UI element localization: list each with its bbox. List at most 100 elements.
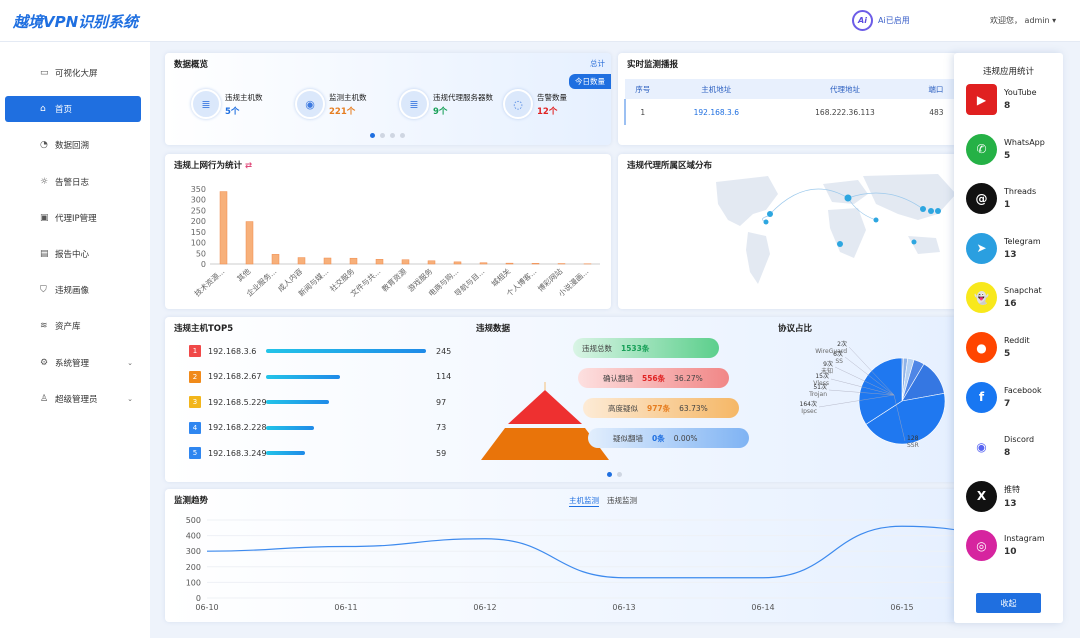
sidebar-item-3[interactable]: ☼ 告警日志 (5, 169, 141, 195)
sidebar-item-6[interactable]: ⛉ 违规画像 (5, 277, 141, 303)
stat-icon: ≣ (399, 89, 429, 119)
world-map[interactable] (618, 154, 958, 309)
app-item[interactable]: ◎ Instagram 10 (966, 530, 1045, 562)
top5-ip: 192.168.5.229 (208, 397, 267, 407)
collapse-button[interactable]: 收起 (976, 593, 1041, 613)
youtube-icon: ▶ (966, 84, 997, 115)
behavior-card: 违规上网行为统计 ⇄ 0 50 100 150 200 250 300 350 技术资源... 其… (165, 154, 611, 309)
violation-pill[interactable]: 确认翻墙 556条 36.27% (578, 368, 729, 388)
bar[interactable] (271, 254, 280, 265)
bar[interactable] (219, 191, 228, 265)
tab-host-monitor[interactable]: 主机监测 (569, 496, 599, 507)
top5-row[interactable]: 1 192.168.3.6 245 (189, 345, 451, 357)
trend-line[interactable] (206, 525, 958, 579)
app-name: Reddit (1004, 336, 1030, 345)
whatsapp-icon: ✆ (966, 133, 997, 165)
pie-leader-line (834, 366, 895, 396)
ai-status[interactable]: Ai Ai已启用 (852, 10, 910, 31)
top5-row[interactable]: 4 192.168.2.228 73 (189, 421, 446, 434)
sidebar-item-7[interactable]: ≋ 资产库 (5, 313, 141, 339)
top5-row[interactable]: 3 192.168.5.229 97 (189, 396, 446, 408)
rank-badge: 5 (189, 447, 201, 459)
pie-slice[interactable] (865, 392, 946, 445)
app-item[interactable]: ◉ Discord 8 (966, 431, 1034, 463)
bar[interactable] (323, 257, 332, 265)
app-item[interactable]: ✆ WhatsApp 5 (966, 133, 1045, 165)
bar[interactable] (505, 262, 514, 265)
rank-badge: 2 (189, 370, 201, 383)
app-item[interactable]: ➤ Telegram 13 (966, 232, 1041, 264)
violation-pct: 0.00% (673, 433, 698, 443)
top5-row[interactable]: 2 192.168.2.67 114 (189, 370, 451, 383)
instagram-icon: ◎ (966, 530, 997, 562)
sidebar-item-5[interactable]: ▤ 报告中心 (5, 241, 141, 267)
analysis-carousel-dots[interactable] (607, 472, 622, 477)
violation-count: 556条 (642, 373, 666, 383)
rank-badge: 3 (189, 396, 201, 408)
table-header: 代理地址 (772, 79, 918, 99)
violation-count: 1533条 (621, 343, 650, 353)
app-item[interactable]: @ Threads 1 (966, 183, 1036, 215)
monitor-icon: ▭ (40, 68, 49, 78)
bar[interactable] (453, 261, 462, 265)
bar[interactable] (427, 260, 436, 265)
sidebar-item-label: 超级管理员 (55, 394, 98, 405)
tab-today[interactable]: 今日数量 (569, 74, 611, 89)
top5-row[interactable]: 5 192.168.3.249 59 (189, 447, 446, 459)
bar[interactable] (245, 221, 254, 265)
app-item[interactable]: 👻 Snapchat 16 (966, 282, 1042, 314)
top5-ip: 192.168.3.6 (208, 346, 257, 356)
table-cell: 168.222.36.113 (815, 107, 875, 117)
bar[interactable] (531, 263, 540, 265)
app-item[interactable]: f Facebook 7 (966, 381, 1042, 413)
pie-leader-line (893, 394, 906, 442)
bar[interactable] (297, 257, 306, 265)
carousel-dots[interactable] (370, 133, 405, 138)
region-title: 违规代理所属区域分布 (627, 161, 713, 171)
sidebar-item-0[interactable]: ▭ 可视化大屏 (5, 60, 141, 86)
top5-value: 97 (436, 397, 447, 407)
app-count: 13 (1004, 249, 1017, 260)
user-menu[interactable]: 欢迎您， admin ▾ (990, 15, 1056, 26)
top5-bar (266, 349, 426, 353)
app-item[interactable]: ▶ YouTube 8 (966, 84, 1037, 115)
sidebar-item-8[interactable]: ⚙ 系统管理 ⌄ (5, 350, 141, 376)
x-tick-label: 06-14 (751, 603, 774, 612)
table-header: 主机地址 (660, 79, 773, 99)
x-tick-label: 教育资源 (379, 266, 408, 294)
tab-total[interactable]: 总计 (590, 59, 605, 68)
pie-name-label: SSR (907, 442, 919, 449)
tab-violation-monitor[interactable]: 违规监测 (607, 496, 637, 505)
bar[interactable] (375, 259, 384, 265)
y-tick-label: 200 (191, 217, 206, 226)
sidebar-item-label: 违规画像 (55, 286, 90, 297)
table-row[interactable]: 1 192.168.3.6 168.222.36.113 483 (623, 99, 954, 125)
top5-bar (266, 374, 340, 379)
app-item[interactable]: X 推特 13 (966, 480, 1020, 512)
bar[interactable] (349, 257, 358, 265)
bar[interactable] (401, 259, 410, 265)
violation-pill[interactable]: 违规总数 1533条 (573, 338, 719, 358)
sidebar-item-2[interactable]: ◔ 数据回溯 (5, 132, 141, 158)
y-tick-label: 0 (201, 260, 206, 269)
bar[interactable] (479, 262, 488, 265)
sidebar-item-1[interactable]: ⌂ 首页 (5, 96, 141, 123)
shield-icon: ⛉ (40, 285, 47, 296)
database-icon: ≋ (40, 321, 48, 332)
swap-icon[interactable]: ⇄ (244, 161, 253, 171)
table-header: 端口 (917, 79, 954, 99)
pie-name-label: Vless (813, 380, 829, 387)
pie-leader-line (828, 389, 895, 396)
app-item[interactable]: ● Reddit 5 (966, 332, 1030, 363)
app-name: Telegram (1004, 236, 1041, 246)
violation-pill[interactable]: 高度疑似 977条 63.73% (583, 398, 739, 418)
top5-value: 59 (436, 448, 447, 458)
sidebar-item-label: 报告中心 (55, 250, 90, 260)
monitor-card: 实时监测播报 序号 主机地址 代理地址 端口 1 192.168.3.6 168.222.… (618, 53, 958, 145)
app-stats-panel: 违规应用统计 ▶ YouTube 8 ✆ WhatsApp 5 @ Threads 1 ➤ Tele… (954, 53, 1063, 623)
sidebar-item-4[interactable]: ▣ 代理IP管理 (5, 205, 141, 231)
violation-pill[interactable]: 疑似翻墙 0条 0.00% (588, 428, 749, 448)
pie-slice[interactable] (858, 357, 903, 425)
sidebar-item-9[interactable]: ♙ 超级管理员 ⌄ (5, 386, 141, 412)
app-count: 1 (1004, 200, 1011, 211)
